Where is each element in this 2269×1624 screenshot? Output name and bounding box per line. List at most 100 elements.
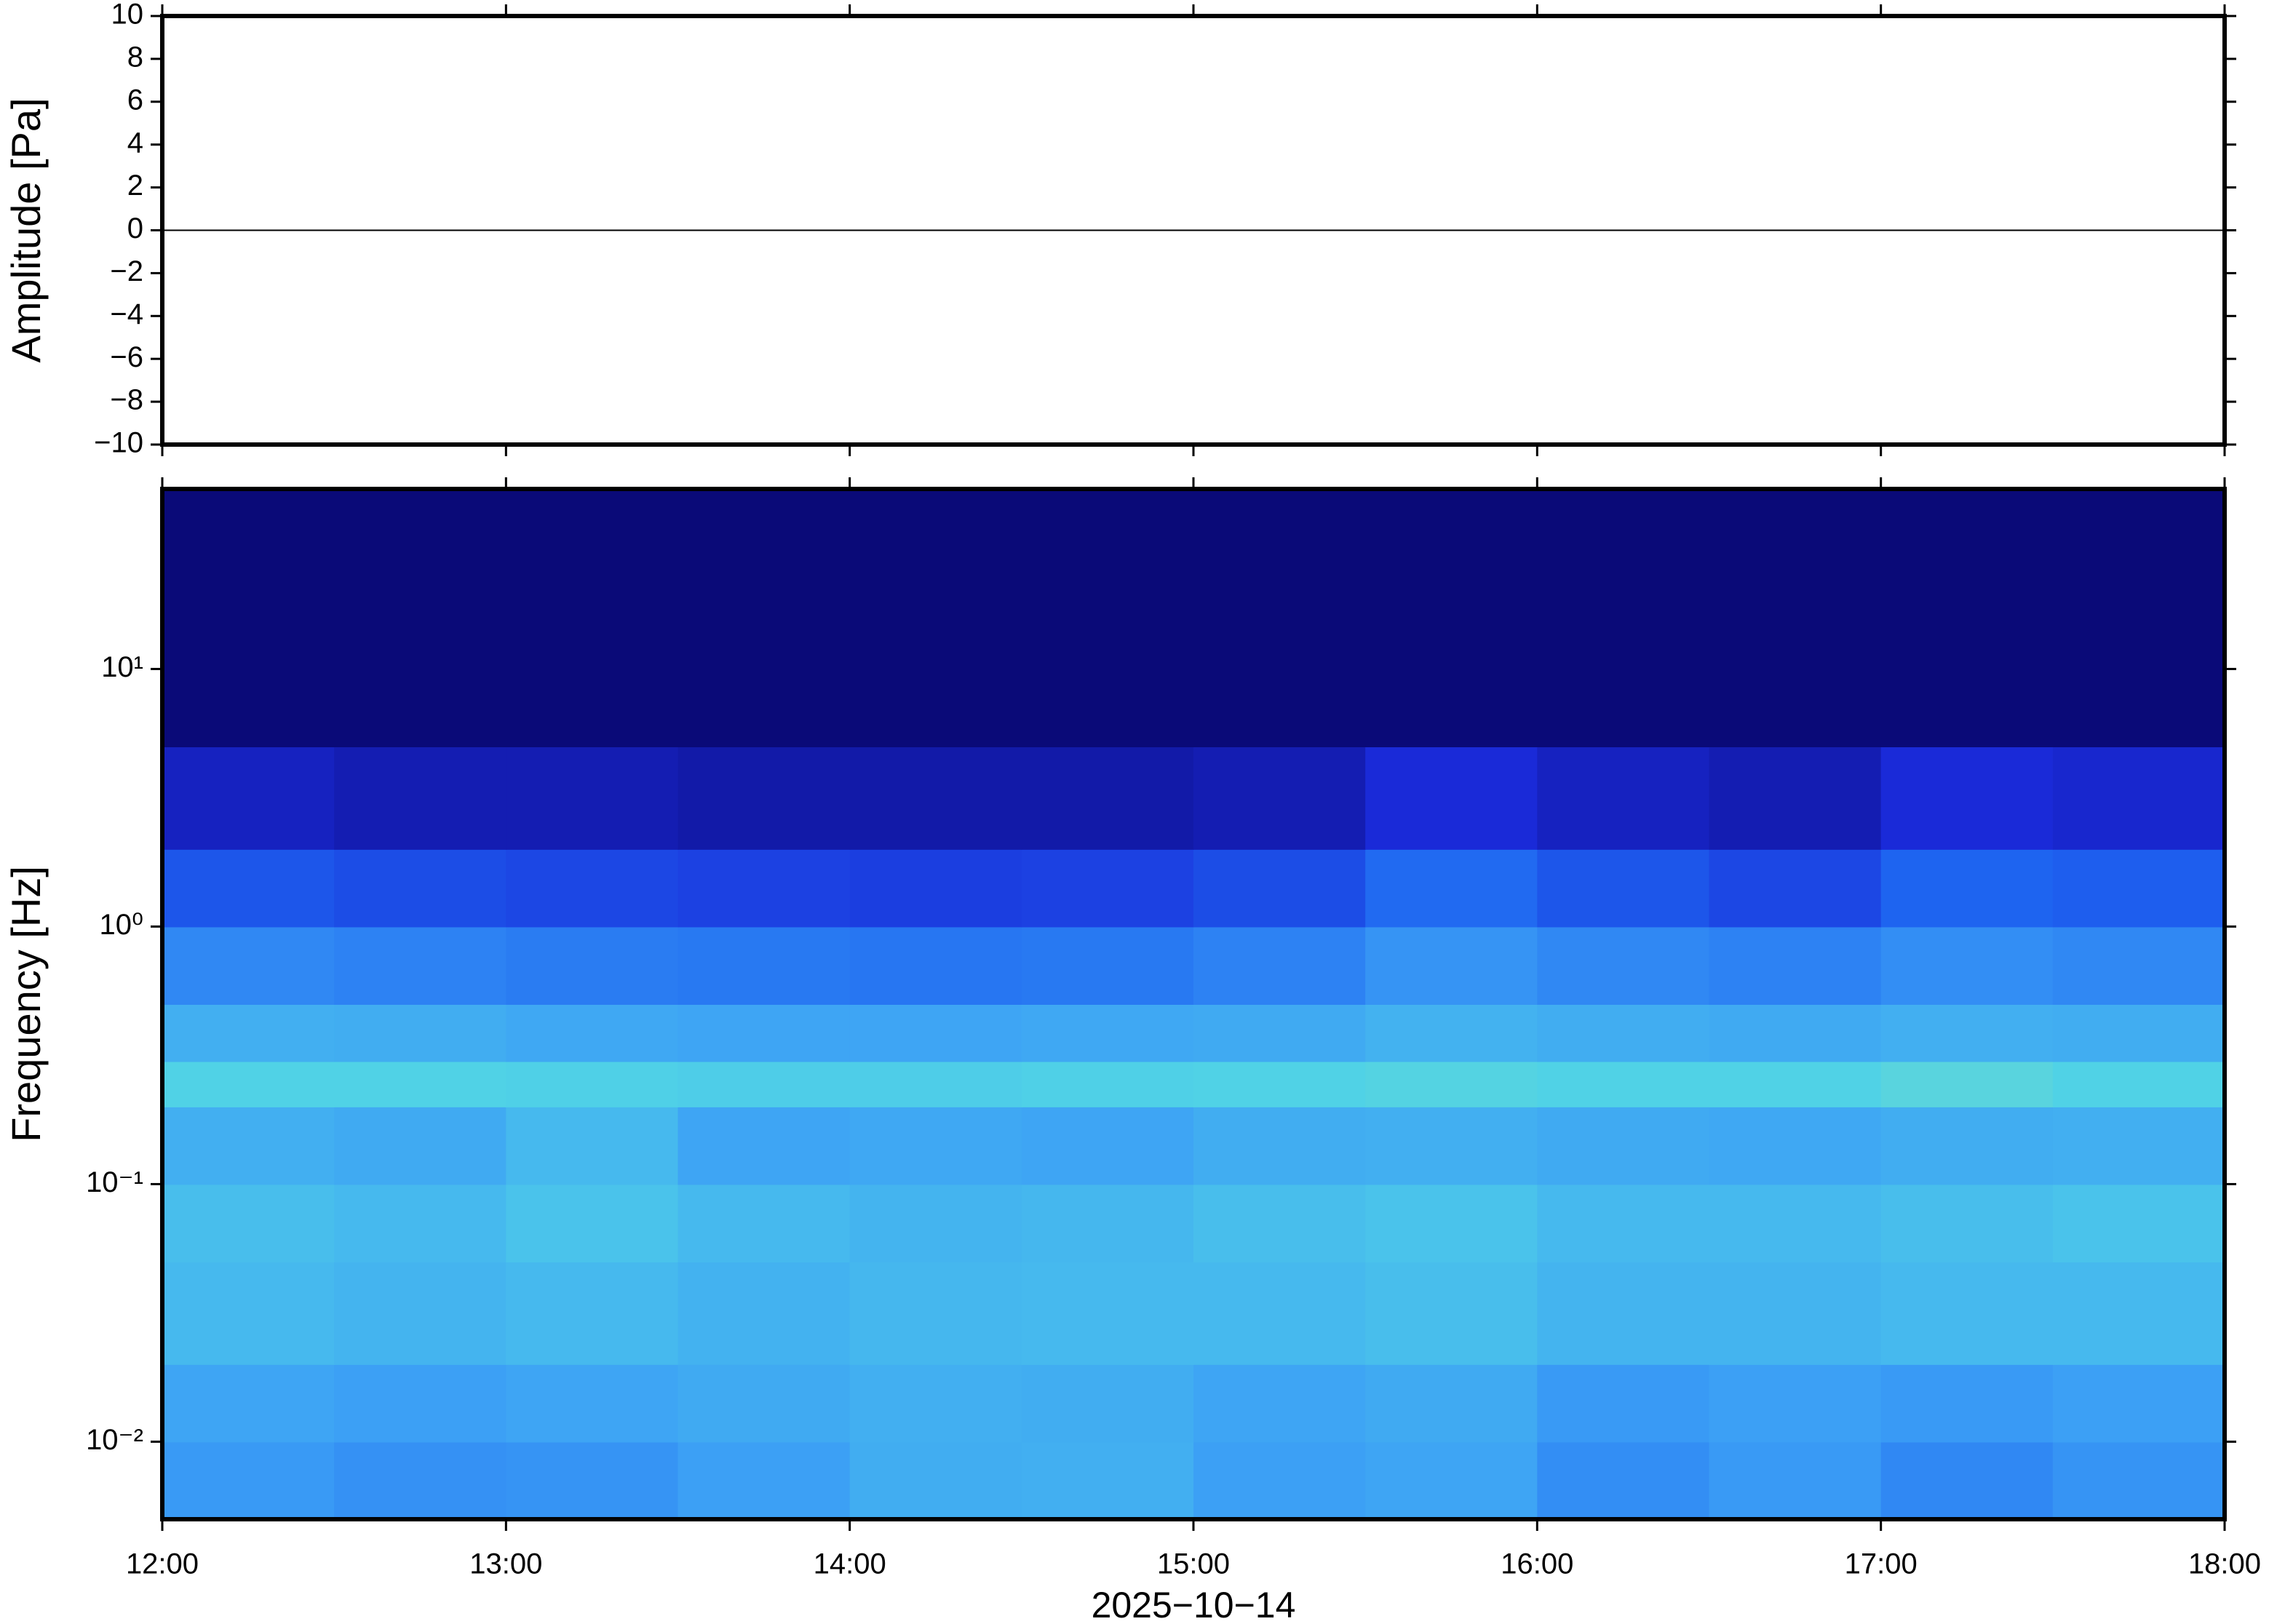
spectrogram-cell <box>1365 848 1538 928</box>
spectrogram-cell <box>1365 1184 1538 1262</box>
spectrogram-cell <box>677 1441 851 1520</box>
spectrogram-cell <box>677 489 851 747</box>
spectrogram-cell <box>677 926 851 1005</box>
x-tick-label: 13:00 <box>469 1548 542 1580</box>
y-tick-label: −8 <box>110 384 143 416</box>
spectrogram-cell <box>2052 747 2225 850</box>
spectrogram-cell <box>1193 926 1367 1005</box>
spectrogram-cell <box>1021 1441 1194 1520</box>
spectrogram-cell <box>1709 848 1882 928</box>
spectrogram-cell <box>849 926 1022 1005</box>
spectrogram-cell <box>1537 747 1710 850</box>
spectrogram-cell <box>334 1441 507 1520</box>
x-tick-label: 17:00 <box>1845 1548 1918 1580</box>
spectrogram-cell <box>1709 747 1882 850</box>
spectrogram-cell <box>334 926 507 1005</box>
spectrogram-cell <box>334 1184 507 1262</box>
spectrogram-cell <box>1193 1441 1367 1520</box>
spectrogram-cell <box>2052 1004 2225 1062</box>
spectrogram-cell <box>1021 489 1194 747</box>
spectrogram-cell <box>2052 1262 2225 1365</box>
spectrogram-cell <box>1880 1441 2054 1520</box>
spectrogram-cell <box>1537 1106 1710 1185</box>
x-tick-label: 15:00 <box>1157 1548 1230 1580</box>
spectrogram-cell <box>2052 1184 2225 1262</box>
spectrogram-cell <box>1365 1004 1538 1062</box>
spectrogram-cell <box>677 1061 851 1107</box>
spectrogram-cell <box>1709 1106 1882 1185</box>
spectrogram-cell <box>1709 1262 1882 1365</box>
spectrogram-cell <box>677 848 851 928</box>
spectrogram-cell <box>162 1262 335 1365</box>
spectrogram-cell <box>162 1441 335 1520</box>
spectrogram-cell <box>1537 848 1710 928</box>
spectrogram-cell <box>2052 489 2225 747</box>
spectrogram-cell <box>1537 1004 1710 1062</box>
spectrogram-cell <box>1193 1004 1367 1062</box>
spectrogram-cell <box>506 747 679 850</box>
spectrogram-cell <box>1021 1262 1194 1365</box>
spectrogram-cell <box>849 848 1022 928</box>
y-tick-label: 0 <box>127 212 143 244</box>
spectrogram-cell <box>1709 926 1882 1005</box>
spectrogram-cell <box>334 747 507 850</box>
spectrogram-cell <box>506 1262 679 1365</box>
spectrogram-cell <box>677 1004 851 1062</box>
spectrogram-cell <box>1365 747 1538 850</box>
spectrogram-cell <box>1880 1184 2054 1262</box>
spectrogram-cell <box>1709 1364 1882 1443</box>
spectrogram-cell <box>849 747 1022 850</box>
spectrogram-cell <box>334 1106 507 1185</box>
spectrogram-cell <box>162 1106 335 1185</box>
spectrogram-cell <box>162 848 335 928</box>
x-tick-label: 16:00 <box>1501 1548 1573 1580</box>
spectrogram-cell <box>162 1184 335 1262</box>
spectrogram-cell <box>1365 1364 1538 1443</box>
spectrogram-cell <box>506 926 679 1005</box>
y-tick-label: 4 <box>127 127 143 159</box>
spectrogram-cell <box>506 1004 679 1062</box>
spectrogram-cell <box>162 489 335 747</box>
y-tick-label: 10⁻¹ <box>86 1166 143 1198</box>
spectrogram-cell <box>1365 926 1538 1005</box>
spectrogram-cell <box>1193 1262 1367 1365</box>
spectrogram-cell <box>506 1061 679 1107</box>
spectrogram-cell <box>1021 1184 1194 1262</box>
x-tick-label: 14:00 <box>814 1548 886 1580</box>
spectrogram-cell <box>1193 747 1367 850</box>
y-tick-label: −6 <box>110 341 143 373</box>
spectrogram-cell <box>2052 1061 2225 1107</box>
spectrogram-cell <box>1021 1106 1194 1185</box>
y-tick-label: 10⁻² <box>86 1424 143 1456</box>
spectrogram-cell <box>849 1262 1022 1365</box>
spectrogram-cell <box>1537 926 1710 1005</box>
spectrogram-cell <box>1537 1184 1710 1262</box>
spectrogram-cell <box>334 1262 507 1365</box>
spectrogram-cell <box>334 1061 507 1107</box>
spectrogram-cell <box>1193 1364 1367 1443</box>
spectrogram-cell <box>849 1441 1022 1520</box>
spectrogram-cell <box>677 1106 851 1185</box>
y-tick-label: −2 <box>110 255 143 287</box>
spectrogram-cell <box>1880 489 2054 747</box>
spectrogram-cell <box>162 1364 335 1443</box>
spectrogram-cell <box>506 848 679 928</box>
spectrogram-cell <box>506 1364 679 1443</box>
spectrogram-cell <box>162 1061 335 1107</box>
y-tick-label: −4 <box>110 298 143 330</box>
spectrogram-cell <box>677 1364 851 1443</box>
spectrogram-cell <box>677 1184 851 1262</box>
spectrogram-cell <box>849 1061 1022 1107</box>
spectrogram-cell <box>1709 1061 1882 1107</box>
spectrogram-cell <box>849 1184 1022 1262</box>
spectrogram-cell <box>1880 848 2054 928</box>
spectrogram-cell <box>1880 926 2054 1005</box>
spectrogram-cell <box>849 1004 1022 1062</box>
spectrogram-cell <box>677 747 851 850</box>
spectrogram-cell <box>849 489 1022 747</box>
spectrogram-cell <box>506 489 679 747</box>
spectrogram-cell <box>1193 1184 1367 1262</box>
spectrogram-cell <box>1365 1106 1538 1185</box>
